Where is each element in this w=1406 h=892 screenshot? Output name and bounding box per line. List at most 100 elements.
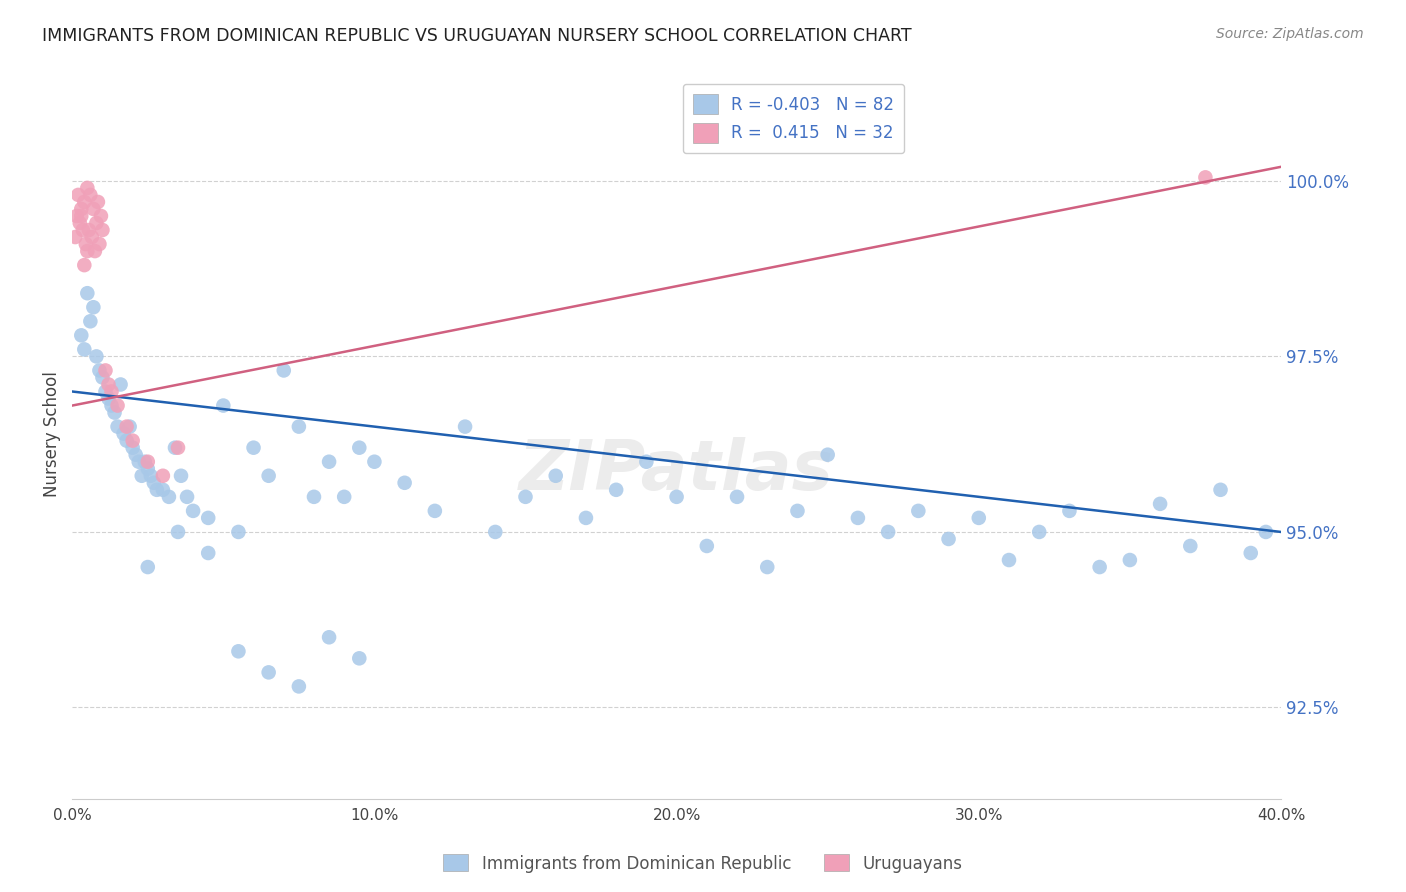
Point bbox=[72, 223, 94, 237]
Point bbox=[73, 258, 96, 272]
Point bbox=[89, 363, 111, 377]
Point bbox=[181, 504, 204, 518]
Point bbox=[877, 524, 900, 539]
Point bbox=[75, 237, 97, 252]
Point bbox=[817, 448, 839, 462]
Point bbox=[142, 475, 165, 490]
Point bbox=[80, 230, 103, 244]
Legend: R = -0.403   N = 82, R =  0.415   N = 32: R = -0.403 N = 82, R = 0.415 N = 32 bbox=[683, 84, 904, 153]
Point bbox=[454, 419, 477, 434]
Point bbox=[100, 384, 122, 399]
Point bbox=[1119, 553, 1142, 567]
Point bbox=[1149, 497, 1171, 511]
Point bbox=[112, 426, 135, 441]
Point bbox=[170, 468, 193, 483]
Point bbox=[197, 546, 219, 560]
Point bbox=[786, 504, 808, 518]
Point bbox=[1180, 539, 1202, 553]
Point bbox=[605, 483, 627, 497]
Text: ZIPatlas: ZIPatlas bbox=[519, 437, 834, 504]
Point bbox=[86, 216, 108, 230]
Point bbox=[83, 244, 105, 258]
Point bbox=[423, 504, 446, 518]
Point bbox=[91, 370, 114, 384]
Point bbox=[87, 194, 110, 209]
Point bbox=[86, 350, 108, 364]
Point bbox=[136, 455, 159, 469]
Point bbox=[228, 524, 250, 539]
Point bbox=[212, 399, 235, 413]
Point bbox=[318, 455, 340, 469]
Point bbox=[167, 441, 190, 455]
Point bbox=[70, 209, 93, 223]
Text: IMMIGRANTS FROM DOMINICAN REPUBLIC VS URUGUAYAN NURSERY SCHOOL CORRELATION CHART: IMMIGRANTS FROM DOMINICAN REPUBLIC VS UR… bbox=[42, 27, 912, 45]
Point bbox=[575, 511, 598, 525]
Point bbox=[349, 651, 371, 665]
Point bbox=[94, 363, 117, 377]
Point bbox=[152, 483, 174, 497]
Point bbox=[70, 328, 93, 343]
Point bbox=[65, 230, 87, 244]
Point bbox=[273, 363, 295, 377]
Point bbox=[544, 468, 567, 483]
Point bbox=[242, 441, 264, 455]
Point bbox=[76, 244, 98, 258]
Point bbox=[134, 455, 156, 469]
Point bbox=[69, 216, 91, 230]
Point bbox=[100, 399, 122, 413]
Point bbox=[176, 490, 198, 504]
Point bbox=[1209, 483, 1232, 497]
Point bbox=[696, 539, 718, 553]
Point bbox=[82, 202, 104, 216]
Point bbox=[103, 406, 125, 420]
Point bbox=[938, 532, 960, 546]
Point bbox=[228, 644, 250, 658]
Point bbox=[515, 490, 537, 504]
Point bbox=[67, 188, 90, 202]
Point bbox=[76, 181, 98, 195]
Point bbox=[77, 223, 100, 237]
Point bbox=[257, 468, 280, 483]
Point bbox=[97, 377, 120, 392]
Point bbox=[82, 300, 104, 314]
Point bbox=[167, 524, 190, 539]
Point bbox=[128, 455, 150, 469]
Point bbox=[302, 490, 325, 504]
Point bbox=[139, 468, 162, 483]
Point bbox=[333, 490, 356, 504]
Point bbox=[1088, 560, 1111, 574]
Point bbox=[107, 399, 129, 413]
Point bbox=[484, 524, 506, 539]
Point bbox=[1059, 504, 1081, 518]
Point bbox=[66, 209, 89, 223]
Point bbox=[118, 419, 141, 434]
Point bbox=[1028, 524, 1050, 539]
Point bbox=[318, 630, 340, 644]
Point bbox=[97, 392, 120, 406]
Point bbox=[110, 377, 132, 392]
Point bbox=[136, 560, 159, 574]
Point bbox=[288, 680, 311, 694]
Point bbox=[349, 441, 371, 455]
Point bbox=[146, 483, 169, 497]
Point bbox=[636, 455, 658, 469]
Point bbox=[76, 286, 98, 301]
Point bbox=[846, 511, 869, 525]
Y-axis label: Nursery School: Nursery School bbox=[44, 371, 60, 497]
Point bbox=[125, 448, 148, 462]
Point bbox=[967, 511, 990, 525]
Point bbox=[725, 490, 748, 504]
Point bbox=[394, 475, 416, 490]
Point bbox=[1240, 546, 1263, 560]
Point bbox=[79, 188, 101, 202]
Point bbox=[1254, 524, 1277, 539]
Text: Source: ZipAtlas.com: Source: ZipAtlas.com bbox=[1216, 27, 1364, 41]
Point bbox=[121, 441, 143, 455]
Legend: Immigrants from Dominican Republic, Uruguayans: Immigrants from Dominican Republic, Urug… bbox=[437, 847, 969, 880]
Point bbox=[363, 455, 385, 469]
Point bbox=[1194, 170, 1216, 185]
Point bbox=[79, 314, 101, 328]
Point bbox=[998, 553, 1021, 567]
Point bbox=[121, 434, 143, 448]
Point bbox=[756, 560, 779, 574]
